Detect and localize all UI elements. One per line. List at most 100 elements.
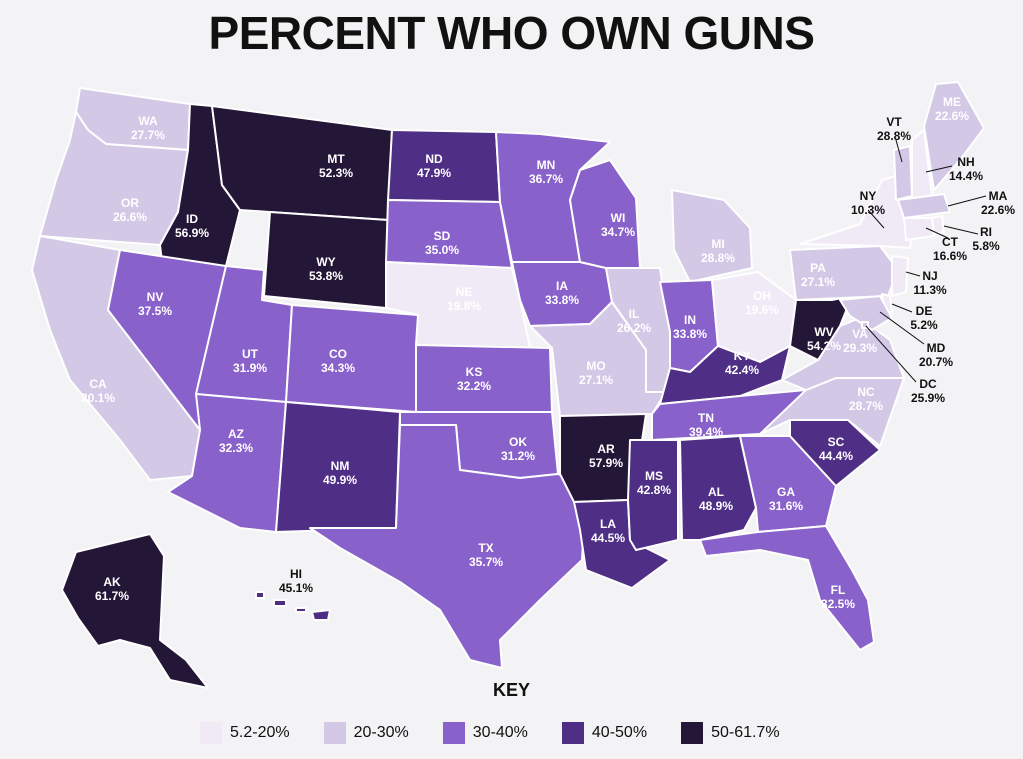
state-abbr-al: AL [708,485,724,499]
state-value-ms: 42.8% [637,483,671,497]
state-value-nd: 47.9% [417,166,451,180]
state-value-ct: 16.6% [933,249,967,263]
callout-line-nj [905,271,921,277]
state-abbr-wv: WV [814,325,833,339]
state-abbr-nc: NC [857,385,875,399]
state-value-la: 44.5% [591,531,625,545]
state-value-co: 34.3% [321,361,355,375]
state-tx [309,424,587,669]
state-abbr-oh: OH [753,289,771,303]
state-value-mo: 27.1% [579,373,613,387]
state-abbr-az: AZ [228,427,244,441]
callout-line-ri [943,225,979,235]
state-abbr-mn: MN [537,158,556,172]
state-value-il: 26.2% [617,321,651,335]
state-abbr-wy: WY [316,255,335,269]
state-value-az: 32.3% [219,441,253,455]
state-value-tx: 35.7% [469,555,503,569]
state-value-oh: 19.6% [745,303,779,317]
state-abbr-ca: CA [89,377,107,391]
state-abbr-nh: NH [957,155,974,169]
state-abbr-sd: SD [434,229,451,243]
state-value-ne: 19.8% [447,299,481,313]
legend-swatch [200,722,222,744]
state-co [285,304,419,413]
state-value-sd: 35.0% [425,243,459,257]
state-fl [699,525,875,651]
state-value-wv: 54.2% [807,339,841,353]
state-abbr-md: MD [927,341,946,355]
state-value-ca: 20.1% [81,391,115,405]
state-me [923,81,985,191]
state-abbr-il: IL [629,307,640,321]
state-abbr-ms: MS [645,469,663,483]
map-title: PERCENT WHO OWN GUNS [208,7,815,59]
legend-item: 30-40% [442,722,528,744]
state-abbr-ar: AR [597,442,615,456]
state-value-al: 48.9% [699,499,733,513]
state-ak [61,533,209,689]
legend-label: 40-50% [591,724,648,741]
state-abbr-ga: GA [777,485,795,499]
state-value-nj: 11.3% [913,283,947,297]
state-abbr-ny: NY [860,189,877,203]
state-hi [255,591,331,621]
state-abbr-mt: MT [327,152,345,166]
state-ms [627,439,679,551]
legend: 5.2-20% 20-30% 30-40% 40-50% 50-61.7% [200,722,814,744]
state-ma [897,193,951,219]
state-abbr-ks: KS [466,365,483,379]
state-value-nv: 37.5% [138,304,172,318]
legend-item: 40-50% [561,722,648,744]
callout-line-dc [865,325,917,383]
state-abbr-nm: NM [331,459,350,473]
state-md [839,295,893,331]
legend-swatch [681,722,704,744]
state-value-nm: 49.9% [323,473,357,487]
state-value-sc: 44.4% [819,449,853,463]
state-ct [903,217,935,241]
callout-line-ma [947,195,987,207]
legend-swatch [323,722,346,744]
state-value-md: 20.7% [919,355,953,369]
state-abbr-nv: NV [147,290,164,304]
state-abbr-mo: MO [586,359,605,373]
state-abbr-wi: WI [611,211,626,225]
state-value-id: 56.9% [175,226,209,240]
state-value-ga: 31.6% [769,499,803,513]
state-value-dc: 25.9% [911,391,945,405]
state-abbr-me: ME [943,95,961,109]
state-abbr-vt: VT [886,115,902,129]
callout-line-ny [867,209,885,229]
state-value-fl: 32.5% [821,597,855,611]
state-abbr-id: ID [186,212,198,226]
state-abbr-nj: NJ [922,269,937,283]
state-vt [893,145,913,201]
state-value-ia: 33.8% [545,293,579,307]
state-abbr-hi: HI [290,567,302,581]
state-value-or: 26.6% [113,210,147,224]
state-abbr-va: VA [852,327,868,341]
state-abbr-de: DE [916,304,933,318]
state-value-nh: 14.4% [949,169,983,183]
state-pa [789,245,899,301]
state-value-mn: 36.7% [529,172,563,186]
state-abbr-wa: WA [138,114,158,128]
state-value-ok: 31.2% [501,449,535,463]
state-abbr-ri: RI [980,225,992,239]
state-abbr-fl: FL [831,583,846,597]
state-value-ks: 32.2% [457,379,491,393]
state-value-ny: 10.3% [851,203,885,217]
legend-label: 20-30% [353,724,409,741]
state-abbr-ne: NE [456,285,473,299]
state-abbr-dc: DC [919,377,937,391]
state-abbr-la: LA [600,517,616,531]
state-abbr-ia: IA [556,279,568,293]
callout-line-md [879,311,925,345]
state-value-mt: 52.3% [319,166,353,180]
state-abbr-in: IN [684,313,696,327]
state-value-ma: 22.6% [981,203,1015,217]
state-abbr-ut: UT [242,347,259,361]
state-il [605,267,671,393]
